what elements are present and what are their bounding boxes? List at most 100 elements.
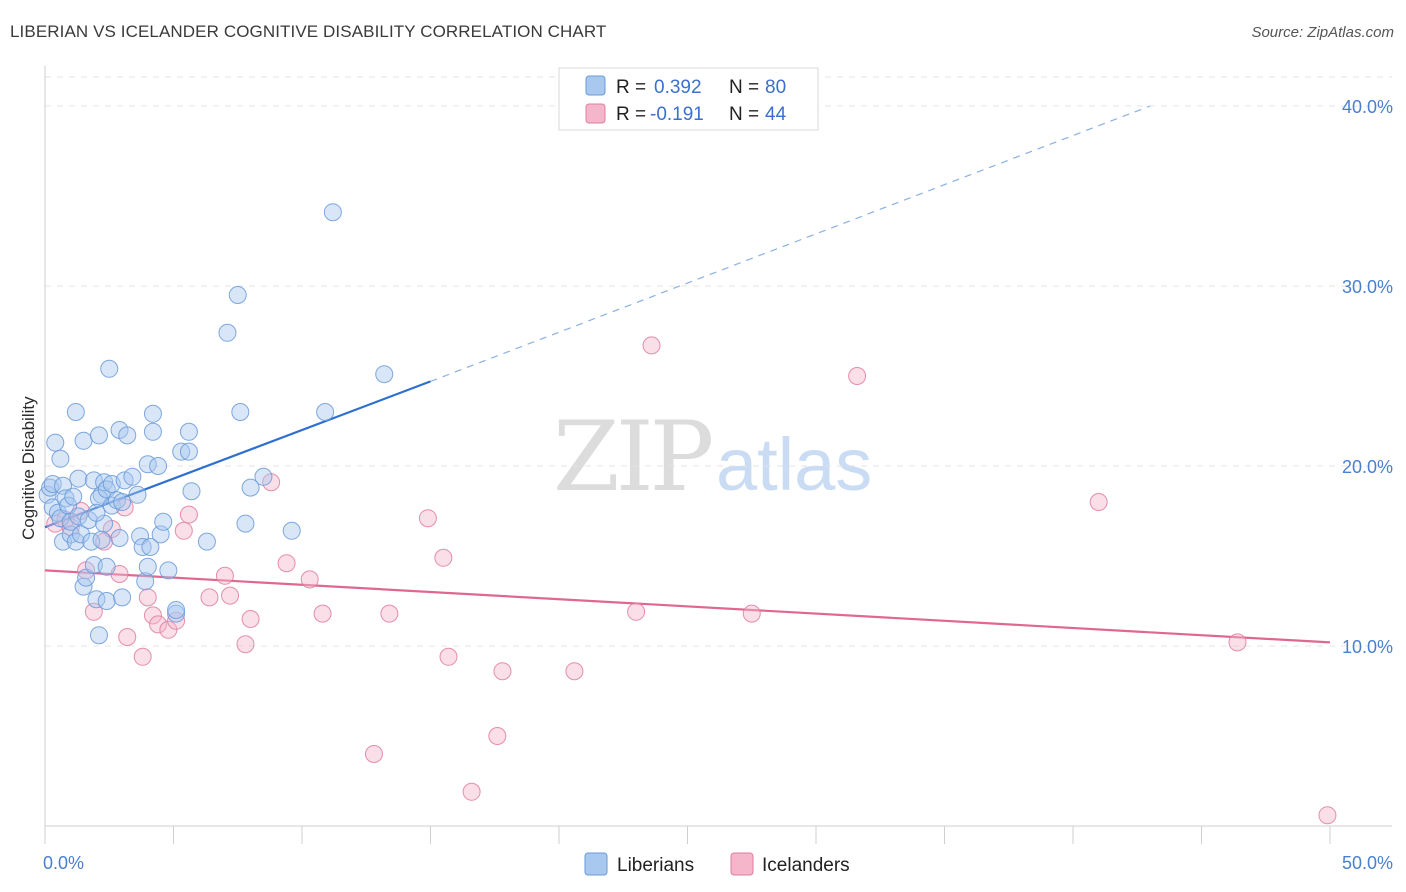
liberian-point xyxy=(375,365,394,384)
liberian-point xyxy=(95,473,114,492)
legend-bottom: Liberians Icelanders xyxy=(584,852,850,876)
trend-lines xyxy=(44,105,1331,644)
liberian-point xyxy=(56,489,75,508)
liberian-trend-extension xyxy=(430,105,1151,382)
icelander-point xyxy=(167,611,186,630)
source-label: Source: ZipAtlas.com xyxy=(1251,24,1394,41)
liberian-point xyxy=(133,538,152,556)
icelander-point xyxy=(215,566,234,585)
icelander-point xyxy=(848,367,867,385)
legend-n-label-2: N = xyxy=(729,104,759,125)
axes: 10.0% 20.0% 30.0% 40.0% 0.0% 50.0% xyxy=(43,66,1393,873)
watermark-zip: ZIP xyxy=(553,401,712,513)
watermark: ZIP atlas xyxy=(553,401,872,513)
legend-r-label-1: R = xyxy=(616,77,646,98)
liberian-point xyxy=(102,496,121,515)
liberian-point xyxy=(172,442,191,461)
liberian-point xyxy=(64,487,83,506)
liberian-point xyxy=(254,467,273,486)
legend-r-value-1: 0.392 xyxy=(654,77,702,98)
bottom-legend-liberians: Liberians xyxy=(617,855,694,876)
liberian-point xyxy=(149,457,168,475)
legend-swatch-icelanders xyxy=(585,103,606,124)
icelander-point xyxy=(462,782,481,801)
legend-n-value-1: 80 xyxy=(765,77,786,98)
liberian-point xyxy=(113,493,132,511)
watermark-atlas: atlas xyxy=(716,423,872,506)
bottom-swatch-icelanders xyxy=(730,852,754,876)
icelander-point xyxy=(313,604,332,623)
liberian-point xyxy=(113,588,132,607)
liberian-point xyxy=(46,433,65,452)
liberian-point xyxy=(143,422,162,441)
icelander-point xyxy=(1089,493,1108,511)
liberian-point xyxy=(143,404,162,423)
liberian-point xyxy=(79,511,98,529)
icelander-point xyxy=(236,635,255,654)
legend-n-value-2: 44 xyxy=(765,104,787,125)
legend-n-label-1: N = xyxy=(729,77,759,98)
icelander-point xyxy=(1228,633,1247,652)
legend-r-value-2: -0.191 xyxy=(650,104,704,125)
icelander-point xyxy=(418,509,437,528)
icelander-point xyxy=(364,745,383,763)
liberian-point xyxy=(138,557,157,576)
x-tick-label: 50.0% xyxy=(1342,853,1393,873)
liberian-point xyxy=(316,403,335,421)
liberian-point xyxy=(97,592,116,610)
icelander-point xyxy=(241,610,260,628)
icelander-point xyxy=(149,615,168,634)
liberian-point xyxy=(136,572,155,591)
liberian-point xyxy=(159,561,178,580)
liberian-point xyxy=(182,482,201,501)
x-tick-label: 0.0% xyxy=(43,853,84,873)
icelander-point xyxy=(159,620,178,639)
icelander-point xyxy=(200,588,219,607)
icelander-point xyxy=(221,586,240,605)
icelander-point xyxy=(742,604,761,623)
liberian-point xyxy=(69,469,88,488)
liberian-point xyxy=(282,521,301,540)
liberian-point xyxy=(323,203,342,222)
liberian-point xyxy=(179,422,198,441)
icelander-point xyxy=(439,647,458,666)
icelander-point xyxy=(627,602,646,621)
bottom-legend-icelanders: Icelanders xyxy=(762,855,850,876)
liberian-point xyxy=(51,449,70,468)
icelander-point xyxy=(179,505,198,524)
y-tick-label: 30.0% xyxy=(1342,277,1393,297)
liberian-point xyxy=(69,507,88,526)
icelander-point xyxy=(138,588,157,607)
liberian-point xyxy=(66,403,85,421)
legend-top: R = 0.392 N = 80 R = -0.191 N = 44 xyxy=(558,67,819,131)
chart-title: LIBERIAN VS ICELANDER COGNITIVE DISABILI… xyxy=(10,22,607,41)
liberian-point xyxy=(87,503,106,522)
icelander-point xyxy=(174,521,193,540)
liberian-point xyxy=(167,601,186,619)
icelander-point xyxy=(133,647,152,666)
liberian-point xyxy=(179,442,198,461)
liberian-point xyxy=(110,529,129,547)
liberian-point xyxy=(92,530,111,549)
liberian-point xyxy=(128,485,147,504)
liberian-point xyxy=(154,512,173,531)
liberian-point xyxy=(141,538,160,556)
legend-r-label-2: R = xyxy=(616,104,646,125)
icelander-point xyxy=(565,662,584,681)
icelander-point xyxy=(143,606,162,625)
liberian-point xyxy=(100,359,119,378)
liberian-point xyxy=(71,525,90,544)
icelander-point xyxy=(277,554,296,573)
bottom-swatch-liberians xyxy=(584,852,608,876)
liberian-point xyxy=(89,426,108,445)
icelander-point xyxy=(434,548,453,567)
y-tick-label: 10.0% xyxy=(1342,637,1393,657)
liberian-point xyxy=(197,532,216,551)
liberian-point xyxy=(236,514,255,533)
y-axis-label: Cognitive Disability xyxy=(19,396,38,540)
liberian-point xyxy=(218,323,237,342)
icelander-point xyxy=(118,628,137,646)
liberian-point xyxy=(231,403,250,421)
icelander-point xyxy=(300,570,319,589)
